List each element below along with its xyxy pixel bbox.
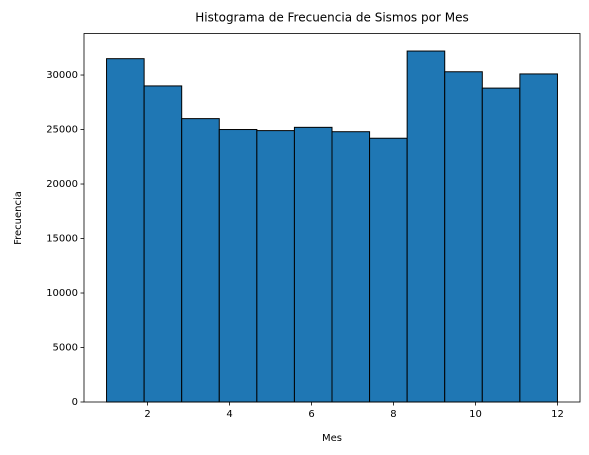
bar [106, 58, 145, 403]
y-tick-label: 0 [72, 397, 78, 408]
y-tick-label: 15000 [46, 234, 78, 245]
y-tick-label: 20000 [46, 179, 78, 190]
bar [444, 71, 483, 403]
bar [481, 87, 521, 403]
x-axis-label: Mes [322, 433, 342, 444]
bar [293, 126, 333, 403]
bar [181, 118, 220, 403]
x-tick-label: 8 [390, 409, 396, 420]
bar [406, 50, 446, 403]
bar [218, 129, 258, 403]
x-tick-label: 6 [308, 409, 314, 420]
bar [256, 130, 295, 403]
x-tick-label: 2 [144, 409, 150, 420]
x-tick-label: 12 [551, 409, 564, 420]
bar [369, 137, 408, 403]
y-tick-label: 30000 [46, 70, 78, 81]
chart-title: Histograma de Frecuencia de Sismos por M… [195, 11, 468, 25]
x-tick-label: 10 [469, 409, 482, 420]
x-tick-label: 4 [226, 409, 232, 420]
bar [519, 73, 558, 403]
y-tick-label: 25000 [46, 125, 78, 136]
y-tick-label: 10000 [46, 288, 78, 299]
y-axis-label: Frecuencia [13, 191, 24, 245]
bar [143, 85, 183, 403]
plot-frame [83, 33, 581, 403]
y-tick-label: 5000 [53, 343, 78, 354]
bar [331, 131, 371, 403]
